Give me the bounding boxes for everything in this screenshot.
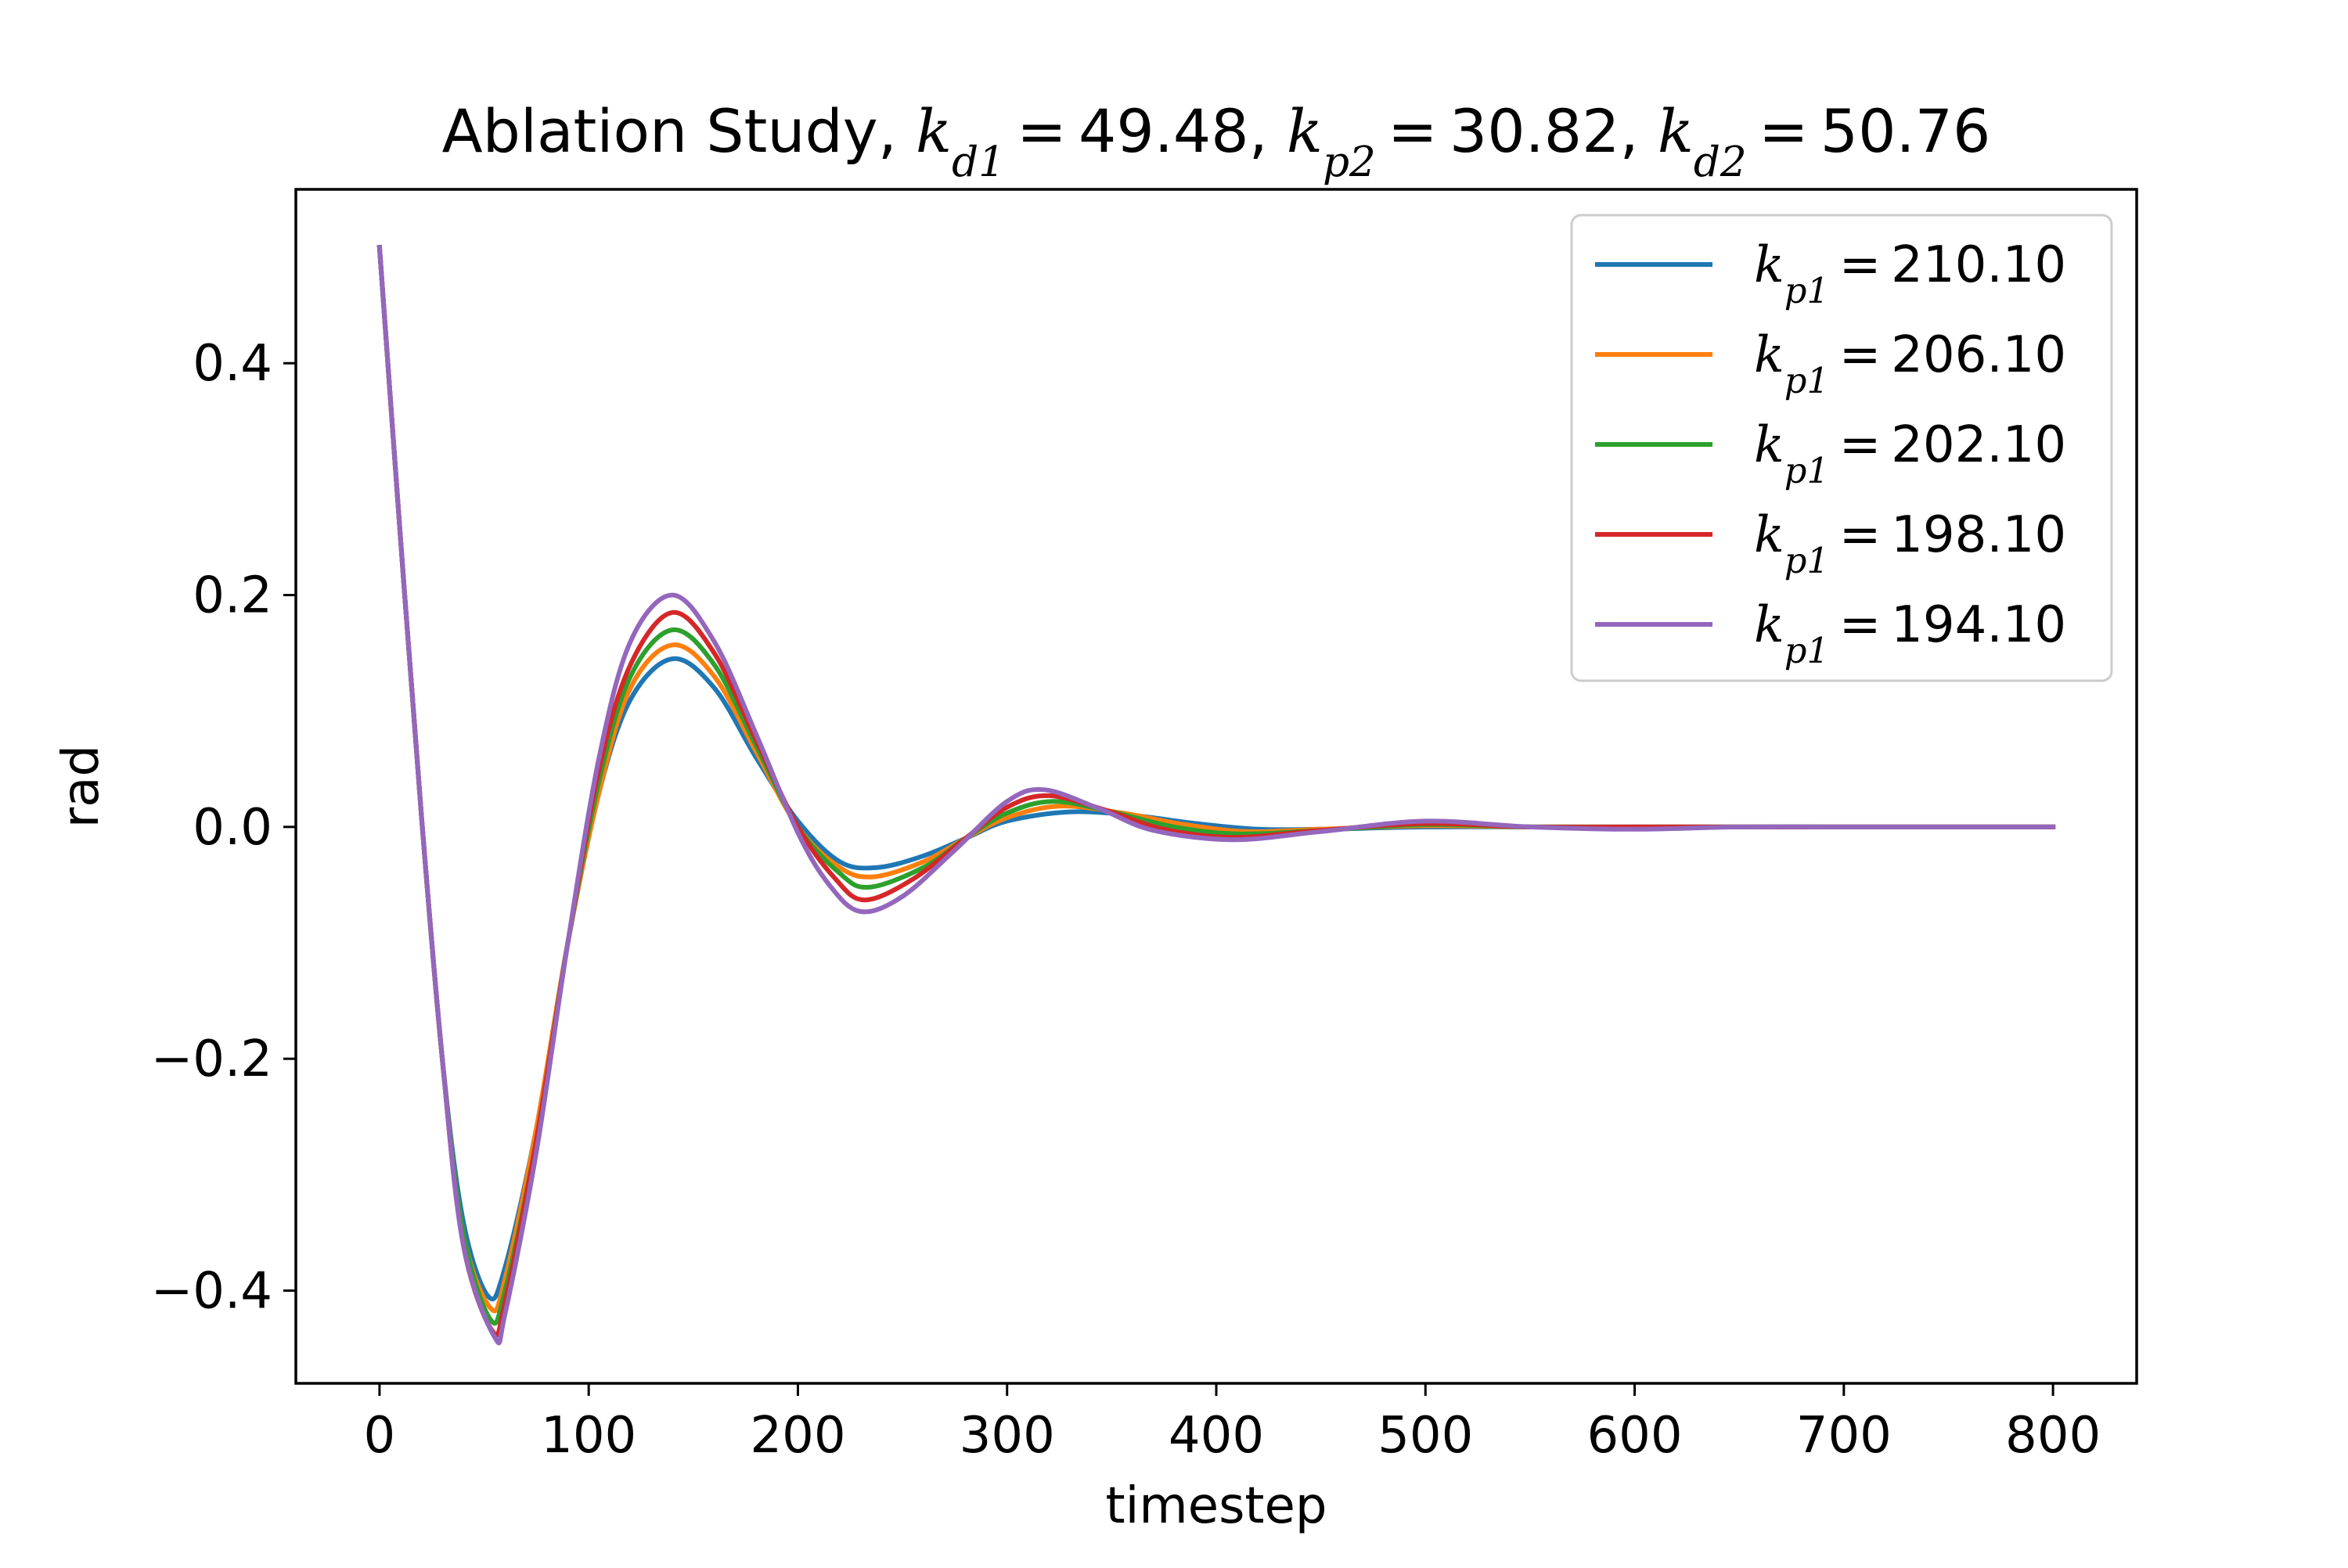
series-line-5 <box>376 244 2056 1346</box>
legend-label: kp1 = 202.10 <box>1754 416 2066 491</box>
x-tick-label: 500 <box>1377 1407 1473 1465</box>
legend: kp1 = 210.10 kp1 = 206.10 kp1 = 202.10 kp1 … <box>1570 214 2113 682</box>
legend-label: kp1 = 194.10 <box>1754 596 2066 671</box>
chart-title: Ablation Study, kd1 = 49.48, kp2 = 30.82… <box>442 96 1991 186</box>
x-axis-label: timestep <box>1105 1477 1327 1535</box>
y-axis: −0.4 −0.2 0.0 0.2 0.4 <box>151 335 296 1320</box>
legend-label: kp1 = 198.10 <box>1754 506 2066 581</box>
x-tick-label: 200 <box>750 1407 845 1465</box>
y-tick-label: 0.2 <box>193 567 272 625</box>
x-tick-label: 600 <box>1586 1407 1682 1465</box>
x-tick-label: 400 <box>1169 1407 1264 1465</box>
y-axis-label: rad <box>52 745 110 828</box>
legend-label: kp1 = 206.10 <box>1754 326 2066 401</box>
legend-box <box>1570 214 2113 682</box>
x-tick-label: 800 <box>2005 1407 2101 1465</box>
y-tick-label: −0.4 <box>151 1262 272 1320</box>
y-tick-label: 0.4 <box>193 335 272 393</box>
x-axis: 0 100 200 300 400 500 600 700 800 <box>364 1383 2101 1465</box>
series-group <box>376 244 2056 1346</box>
x-tick-label: 300 <box>960 1407 1055 1465</box>
x-tick-label: 0 <box>364 1407 396 1465</box>
legend-label: kp1 = 210.10 <box>1754 236 2066 311</box>
x-tick-label: 700 <box>1796 1407 1892 1465</box>
y-tick-label: −0.2 <box>151 1030 272 1088</box>
y-tick-label: 0.0 <box>193 799 272 857</box>
x-tick-label: 100 <box>541 1407 636 1465</box>
